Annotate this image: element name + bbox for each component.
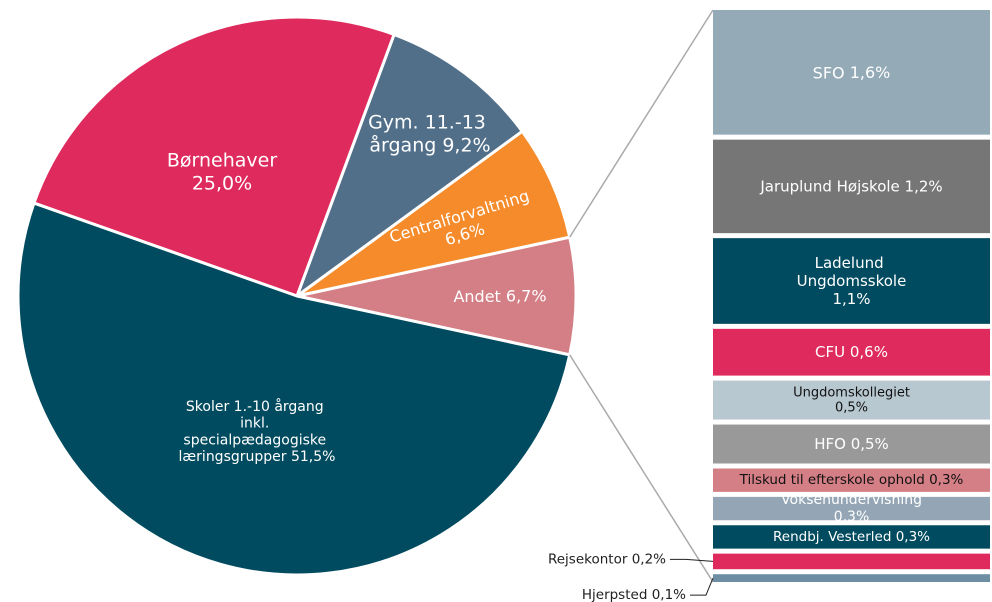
label-line: Andet	[453, 287, 500, 306]
slice-label: SFO	[813, 63, 845, 82]
label-line: Rendbj. Vesterled	[773, 529, 891, 545]
label-line: HFO	[814, 435, 846, 453]
leader-line	[690, 577, 714, 596]
value-label: 1,6%	[850, 63, 891, 82]
value-label: 0,3%	[896, 529, 930, 545]
value-label: 0,6%	[850, 343, 888, 361]
bar-segment	[713, 574, 990, 582]
slice-label: Andet	[453, 287, 500, 306]
label-line: Ladelund	[815, 254, 889, 272]
bar-segment	[713, 468, 990, 492]
outside-label: Hjerpsted	[582, 587, 648, 602]
value-label: 0,3%	[834, 509, 870, 525]
value-label: 0,5%	[835, 400, 868, 415]
value-label: 0,5%	[851, 435, 889, 453]
pie-slice	[296, 235, 578, 357]
value-label: 0,1%	[652, 587, 686, 602]
value-label: 0,3%	[929, 472, 963, 488]
label-line: CFU	[815, 343, 845, 361]
label-line: læringsgrupper	[179, 449, 287, 465]
bar-segment	[713, 139, 990, 234]
bar-segment	[713, 380, 990, 420]
slice-label: Voksenundervisning	[781, 492, 922, 508]
label-line: Ungdomskollegiet	[793, 385, 910, 400]
label-line: SFO	[813, 63, 845, 82]
value-label: 25,0%	[192, 172, 252, 194]
slice-label: Jaruplund Højskole	[759, 177, 899, 195]
bar-segment	[713, 496, 990, 521]
label-line: årgang	[369, 133, 436, 156]
pie-slice	[293, 32, 525, 301]
label-line: Voksenundervisning	[781, 492, 922, 508]
pie-slice	[296, 129, 572, 298]
slice-label: CFU	[815, 343, 845, 361]
connector	[569, 9, 714, 238]
slice-label: Rendbj. Vesterled	[773, 529, 891, 545]
slice-label: Tilskud til efterskole ophold	[739, 472, 925, 488]
label-line: Skoler 1.-10 årgang	[186, 398, 328, 415]
value-label: 6,7%	[506, 287, 547, 306]
bar-segment	[713, 238, 990, 324]
value-label: 1,2%	[905, 177, 943, 195]
slice-label: Ladelund Ungdomsskole	[797, 254, 907, 290]
slice-label: Gym. 11.-13 årgang	[368, 112, 492, 157]
slice-label: HFO	[814, 435, 846, 453]
slice-label: Børnehaver	[167, 150, 277, 172]
value-label: 51,5%	[291, 449, 335, 465]
slice-label: Skoler 1.-10 årgang inkl. specialpædagog…	[179, 398, 331, 465]
pie-slice	[32, 15, 397, 298]
label-line: Jaruplund Højskole	[759, 177, 899, 195]
bar-segment	[713, 525, 990, 549]
pie-slice	[16, 201, 572, 577]
bar-segment	[713, 328, 990, 376]
bar-segment	[713, 10, 990, 135]
label-line: Gym. 11.-13	[368, 112, 492, 134]
connector	[569, 354, 714, 583]
value-label: 1,1%	[832, 290, 870, 308]
leader-line	[670, 558, 714, 562]
label-line: Ungdomsskole	[797, 272, 907, 290]
slice-label: Ungdomskollegiet	[793, 385, 910, 400]
label-line: specialpædagogiske	[183, 432, 330, 448]
outside-label: Rejsekontor	[548, 551, 628, 567]
label-line: inkl.	[240, 416, 274, 432]
value-label: 0,2%	[632, 551, 666, 567]
value-label: 9,2%	[442, 134, 490, 156]
bar-segment	[713, 424, 990, 464]
label-line: Tilskud til efterskole ophold	[739, 472, 925, 488]
label-line: Børnehaver	[167, 150, 277, 172]
bar-segment	[713, 553, 990, 570]
